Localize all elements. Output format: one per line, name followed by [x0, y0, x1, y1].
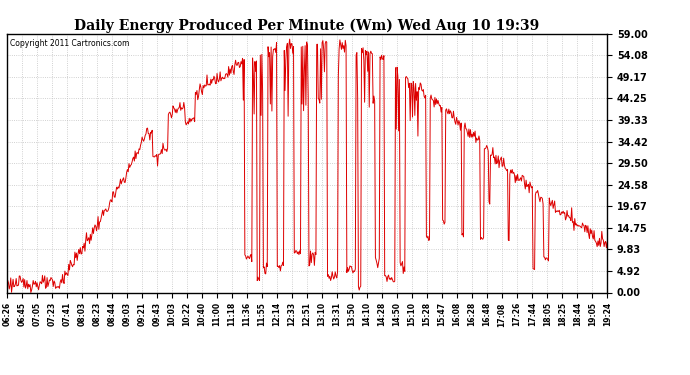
Text: Copyright 2011 Cartronics.com: Copyright 2011 Cartronics.com: [10, 39, 129, 48]
Title: Daily Energy Produced Per Minute (Wm) Wed Aug 10 19:39: Daily Energy Produced Per Minute (Wm) We…: [75, 18, 540, 33]
